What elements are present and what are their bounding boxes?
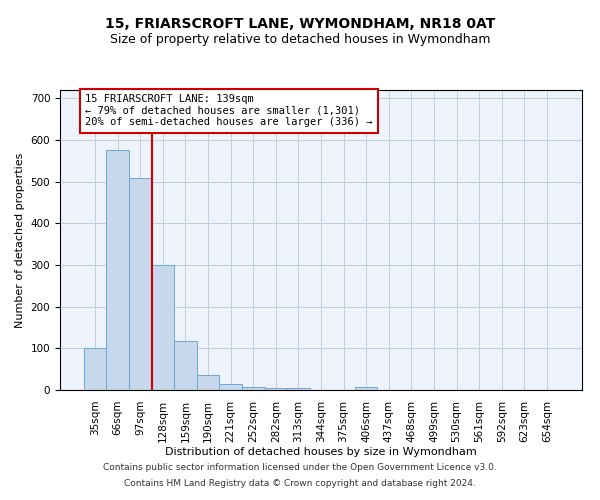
Bar	[242, 386, 265, 390]
Bar	[220, 384, 242, 390]
Text: Contains public sector information licensed under the Open Government Licence v3: Contains public sector information licen…	[103, 464, 497, 472]
Bar	[84, 348, 106, 390]
Bar	[287, 388, 310, 390]
Text: Size of property relative to detached houses in Wymondham: Size of property relative to detached ho…	[110, 32, 490, 46]
X-axis label: Distribution of detached houses by size in Wymondham: Distribution of detached houses by size …	[165, 448, 477, 458]
Bar	[152, 265, 174, 390]
Bar	[197, 376, 220, 390]
Text: Contains HM Land Registry data © Crown copyright and database right 2024.: Contains HM Land Registry data © Crown c…	[124, 478, 476, 488]
Text: 15, FRIARSCROFT LANE, WYMONDHAM, NR18 0AT: 15, FRIARSCROFT LANE, WYMONDHAM, NR18 0A…	[105, 18, 495, 32]
Bar	[355, 387, 377, 390]
Bar	[265, 388, 287, 390]
Text: 15 FRIARSCROFT LANE: 139sqm
← 79% of detached houses are smaller (1,301)
20% of : 15 FRIARSCROFT LANE: 139sqm ← 79% of det…	[85, 94, 373, 128]
Bar	[174, 341, 197, 390]
Y-axis label: Number of detached properties: Number of detached properties	[15, 152, 25, 328]
Bar	[129, 178, 152, 390]
Bar	[106, 150, 129, 390]
